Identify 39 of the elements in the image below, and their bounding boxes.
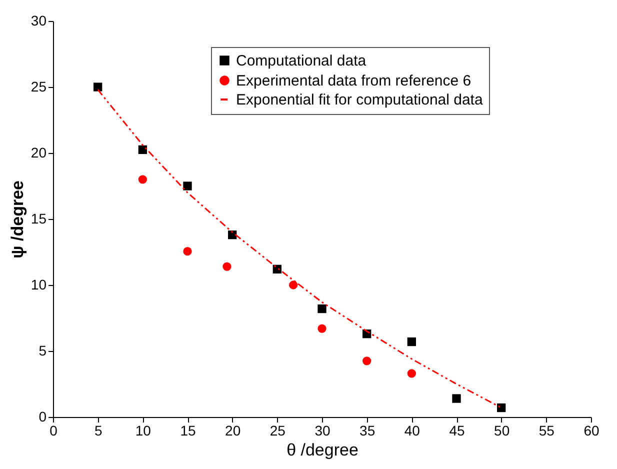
x-tick-label: 10	[135, 422, 152, 438]
x-tick-label: 40	[404, 422, 420, 438]
x-tick-label: 45	[449, 422, 465, 438]
point	[183, 247, 192, 256]
point	[94, 82, 102, 92]
y-tick-label: 30	[30, 12, 47, 28]
y-tick-label: 20	[30, 144, 47, 160]
point	[222, 262, 232, 271]
point	[407, 337, 416, 346]
x-tick-label: 0	[50, 422, 58, 438]
point	[497, 403, 506, 412]
y-tick-label: 25	[30, 78, 47, 94]
point	[288, 280, 298, 290]
point	[318, 324, 326, 333]
x-axis-title: θ /degree	[286, 440, 358, 460]
point	[138, 145, 147, 154]
y-tick-label: 5	[38, 342, 47, 358]
point	[452, 394, 461, 403]
y-tick-label: 0	[38, 408, 47, 424]
x-tick-label: 5	[94, 422, 102, 438]
y-tick-label: 15	[30, 210, 47, 226]
x-tick-label: 50	[494, 422, 510, 438]
x-tick-label: 25	[270, 422, 286, 438]
x-tick-label: 35	[360, 422, 376, 438]
x-tick-label: 20	[225, 422, 241, 438]
point	[362, 356, 372, 366]
x-tick-label: 30	[314, 422, 330, 438]
y-axis-title: ψ /degree	[8, 180, 27, 259]
x-tick-label: 15	[180, 422, 196, 438]
legend-label: Exponential fit for computational data	[236, 92, 484, 108]
point	[138, 175, 147, 184]
x-tick-label: 55	[538, 422, 555, 438]
point	[318, 304, 326, 314]
point	[407, 369, 416, 378]
y-tick-label: 10	[30, 276, 47, 292]
point	[183, 182, 192, 190]
legend-label: Computational data	[236, 52, 367, 70]
x-tick-label: 60	[584, 422, 600, 438]
legend-label: Experimental data from reference 6	[236, 72, 472, 90]
